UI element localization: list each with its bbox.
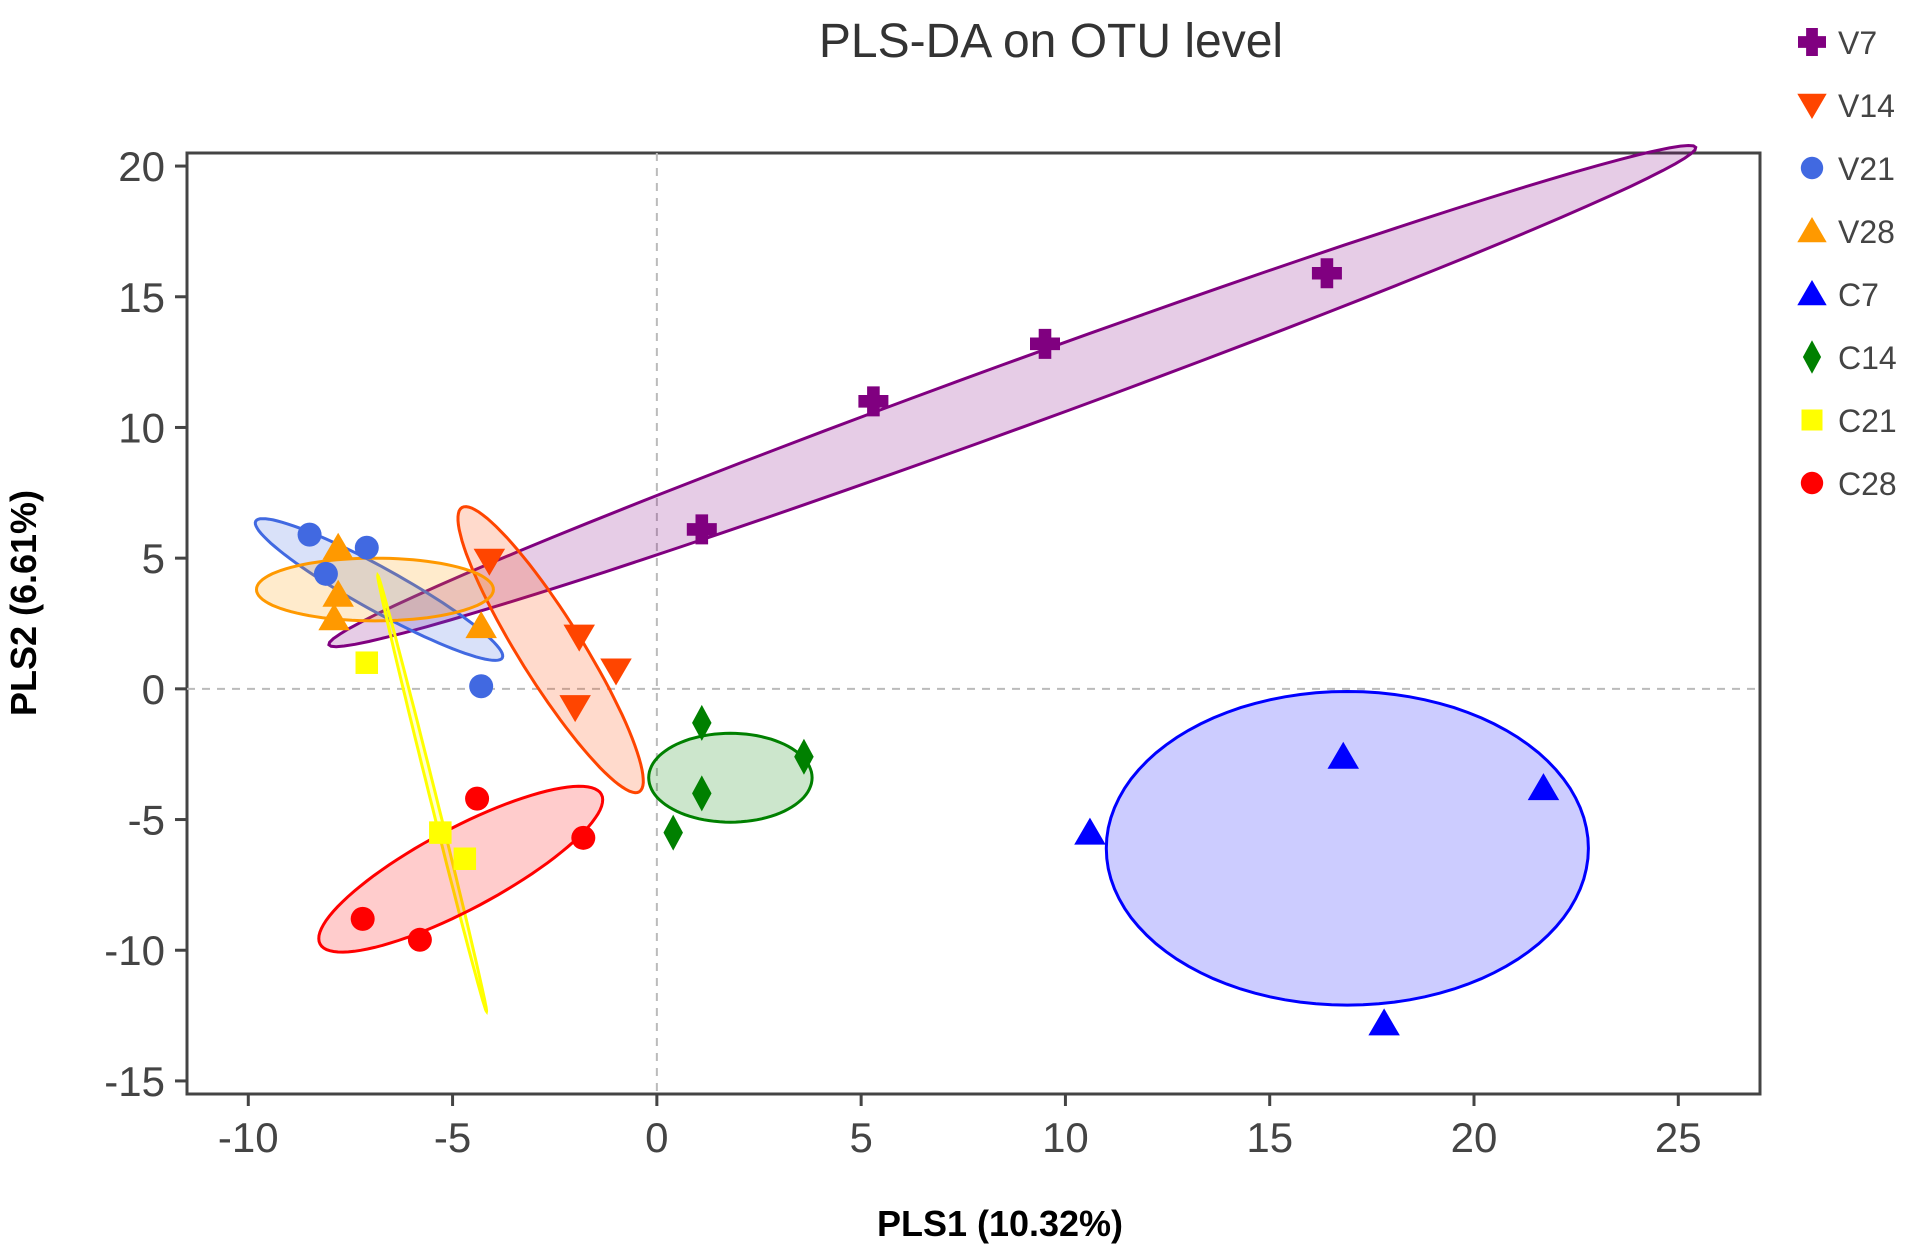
point-v14-4	[559, 695, 591, 723]
point-c21-3	[453, 847, 477, 870]
legend-marker-v28	[1797, 217, 1827, 243]
y-tick-label--15: -15	[104, 1058, 165, 1105]
point-c7-2	[1327, 741, 1360, 769]
point-c28-4	[407, 927, 432, 952]
y-tick-label-10: 10	[118, 404, 165, 451]
ellipse-c14	[647, 731, 814, 824]
point-v21-3	[354, 535, 379, 560]
point-v7-2	[858, 386, 889, 417]
x-tick-label-20: 20	[1451, 1114, 1498, 1161]
point-c28-3	[350, 906, 375, 931]
legend-label-c21: C21	[1838, 403, 1897, 439]
ellipse-c7	[1104, 689, 1590, 1007]
point-c14-4	[663, 814, 683, 851]
legend-marker-v7	[1798, 28, 1826, 56]
legend-marker-v14	[1797, 93, 1827, 119]
legend-label-c14: C14	[1838, 340, 1897, 376]
legend-label-c7: C7	[1838, 277, 1879, 313]
ellipse-v7	[327, 143, 1698, 649]
point-c21-2	[429, 821, 452, 844]
legend-marker-c14	[1802, 340, 1822, 374]
point-c28-2	[571, 825, 596, 850]
legend-marker-c21	[1801, 409, 1823, 431]
point-v7-4	[1311, 258, 1342, 289]
legend-marker-c7	[1797, 280, 1827, 306]
plot-area	[185, 151, 1762, 1096]
point-v28-3	[318, 603, 350, 631]
y-axis: 20 15 10 5 0 -5 -10 -15	[104, 143, 187, 1105]
legend-label-c28: C28	[1838, 466, 1897, 502]
y-tick-label--5: -5	[128, 797, 165, 844]
y-tick-label-5: 5	[142, 535, 165, 582]
point-c28-1	[465, 786, 490, 811]
point-c7-3	[1527, 773, 1560, 801]
x-tick-label--10: -10	[218, 1114, 279, 1161]
y-tick-label--10: -10	[104, 927, 165, 974]
point-c7-1	[1074, 817, 1106, 845]
data-points	[297, 258, 1560, 1036]
ellipse-v14	[456, 505, 645, 795]
point-v28-2	[322, 579, 354, 607]
point-c14-3	[692, 775, 712, 812]
point-v21-2	[313, 561, 338, 586]
point-v28-4	[465, 611, 497, 639]
x-axis: -10 -5 0 5 10 15 20 25	[218, 1094, 1702, 1161]
point-v14-3	[600, 658, 632, 686]
ellipse-v28	[254, 556, 495, 623]
ellipse-c21	[376, 571, 489, 1015]
point-v7-1	[686, 514, 717, 545]
y-tick-label-15: 15	[118, 274, 165, 321]
legend-marker-v21	[1800, 156, 1824, 180]
x-axis-label: PLS1 (10.32%)	[877, 1203, 1123, 1244]
legend-label-v21: V21	[1838, 151, 1895, 187]
y-tick-label-0: 0	[142, 666, 165, 713]
y-tick-label-20: 20	[118, 143, 165, 190]
reference-lines	[187, 153, 1760, 1094]
confidence-ellipses	[253, 143, 1698, 1015]
y-axis-label: PLS2 (6.61%)	[3, 490, 44, 716]
point-c7-4	[1368, 1008, 1400, 1036]
point-v21-4	[469, 674, 494, 699]
point-c14-2	[794, 738, 814, 775]
point-c21-1	[355, 651, 379, 674]
x-tick-label-5: 5	[849, 1114, 872, 1161]
chart-title: PLS-DA on OTU level	[819, 15, 1283, 68]
point-v21-1	[297, 522, 322, 547]
x-tick-label-0: 0	[645, 1114, 668, 1161]
legend-label-v14: V14	[1838, 88, 1895, 124]
x-tick-label-15: 15	[1246, 1114, 1293, 1161]
legend-label-v28: V28	[1838, 214, 1895, 250]
point-v14-2	[563, 624, 595, 652]
point-v14-1	[473, 548, 506, 576]
legend-label-v7: V7	[1838, 25, 1877, 61]
legend: V7 V14 V21 V28 C7 C14 C21 C28	[1797, 25, 1897, 502]
point-v28-1	[322, 532, 354, 560]
x-tick-label-10: 10	[1042, 1114, 1089, 1161]
legend-marker-c28	[1800, 471, 1824, 495]
x-tick-label-25: 25	[1655, 1114, 1702, 1161]
point-v7-3	[1030, 328, 1060, 359]
x-tick-label--5: -5	[434, 1114, 471, 1161]
point-c14-1	[692, 704, 712, 741]
